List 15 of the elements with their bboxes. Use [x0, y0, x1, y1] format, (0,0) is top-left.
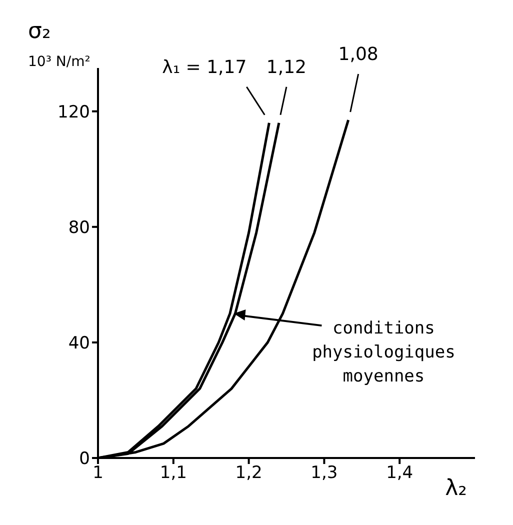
- text: λ₁ = 1,17: [162, 56, 247, 78]
- x-tick-label: 1: [92, 463, 104, 484]
- y-tick-label: 0: [79, 449, 90, 470]
- x-tick-label: 1,4: [386, 463, 414, 484]
- x-tick-label: 1,2: [235, 463, 262, 484]
- annotation: conditions physiologiques moyennes: [312, 318, 456, 387]
- y-tick-label: 40: [68, 333, 90, 354]
- text: 1,12: [266, 56, 306, 78]
- x-axis-title: λ₂: [445, 476, 467, 501]
- text: 1,08: [338, 44, 378, 65]
- y-tick-label: 120: [58, 102, 90, 122]
- x-tick-label: 1,1: [160, 463, 187, 484]
- y-tick-label: 80: [68, 218, 90, 238]
- y-axis-title: σ₂ 10³ N/m²: [28, 19, 90, 70]
- x-tick-label: 1,3: [310, 463, 338, 484]
